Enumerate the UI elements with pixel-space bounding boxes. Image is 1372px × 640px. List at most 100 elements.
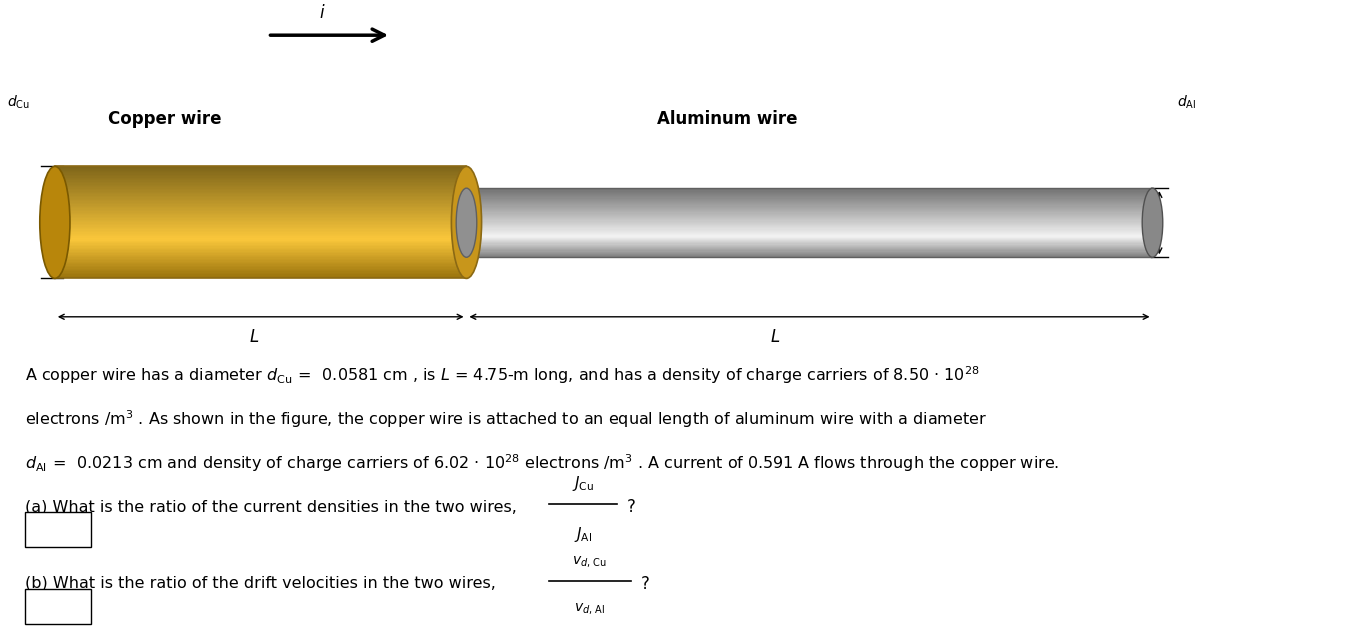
Bar bbox=[466, 207, 1152, 209]
Bar bbox=[466, 197, 1152, 198]
Bar bbox=[55, 184, 466, 186]
Bar bbox=[55, 259, 466, 260]
Bar bbox=[55, 221, 466, 223]
Bar bbox=[466, 250, 1152, 252]
Bar bbox=[55, 256, 466, 257]
Bar bbox=[55, 211, 466, 212]
Bar bbox=[466, 190, 1152, 191]
Bar bbox=[55, 177, 466, 179]
Bar bbox=[55, 197, 466, 198]
Text: (a) What is the ratio of the current densities in the two wires,: (a) What is the ratio of the current den… bbox=[25, 499, 517, 514]
Bar bbox=[55, 235, 466, 236]
Bar bbox=[466, 255, 1152, 256]
Bar bbox=[55, 252, 466, 253]
Bar bbox=[55, 193, 466, 195]
Bar bbox=[466, 230, 1152, 232]
Bar bbox=[55, 195, 466, 197]
Text: $L$: $L$ bbox=[770, 328, 781, 346]
Bar bbox=[55, 269, 466, 271]
Bar bbox=[55, 212, 466, 214]
Bar bbox=[55, 260, 466, 262]
Bar bbox=[55, 200, 466, 202]
Text: $J_{\mathrm{Al}}$: $J_{\mathrm{Al}}$ bbox=[573, 525, 593, 544]
Bar bbox=[466, 206, 1152, 208]
Bar bbox=[466, 232, 1152, 233]
Bar bbox=[55, 257, 466, 259]
Bar bbox=[55, 186, 466, 188]
Bar bbox=[55, 276, 466, 278]
Bar bbox=[466, 249, 1152, 250]
Bar bbox=[55, 268, 466, 270]
Bar bbox=[55, 204, 466, 205]
Bar bbox=[55, 261, 466, 263]
Bar bbox=[55, 169, 466, 171]
Bar bbox=[466, 202, 1152, 203]
Text: $d_{\mathrm{Cu}}$: $d_{\mathrm{Cu}}$ bbox=[7, 93, 30, 111]
Bar bbox=[466, 203, 1152, 204]
Bar bbox=[466, 211, 1152, 212]
Bar bbox=[55, 218, 466, 220]
Bar bbox=[466, 237, 1152, 239]
Text: $i$: $i$ bbox=[320, 4, 325, 22]
Text: $d_{\mathrm{Al}}\,=\,$ 0.0213 cm and density of charge carriers of 6.02 $\cdot$ : $d_{\mathrm{Al}}\,=\,$ 0.0213 cm and den… bbox=[25, 452, 1059, 474]
Bar bbox=[466, 243, 1152, 244]
Bar bbox=[466, 225, 1152, 226]
Bar bbox=[55, 236, 466, 238]
Text: $J_{\mathrm{Cu}}$: $J_{\mathrm{Cu}}$ bbox=[572, 474, 594, 493]
Bar bbox=[466, 239, 1152, 240]
Bar bbox=[55, 243, 466, 245]
Bar bbox=[466, 210, 1152, 211]
Bar bbox=[466, 227, 1152, 228]
Bar bbox=[466, 196, 1152, 197]
Bar bbox=[55, 170, 466, 172]
Bar bbox=[55, 168, 466, 169]
Bar bbox=[55, 166, 466, 278]
Bar bbox=[55, 266, 466, 268]
Bar bbox=[466, 223, 1152, 225]
Bar bbox=[55, 191, 466, 193]
Ellipse shape bbox=[451, 166, 482, 278]
Bar bbox=[466, 218, 1152, 220]
Bar bbox=[466, 233, 1152, 234]
Bar bbox=[466, 236, 1152, 237]
Bar bbox=[55, 183, 466, 184]
Bar bbox=[466, 229, 1152, 231]
Bar bbox=[55, 242, 466, 243]
Bar bbox=[55, 190, 466, 191]
Bar bbox=[55, 274, 466, 276]
Bar bbox=[466, 235, 1152, 237]
Bar bbox=[55, 229, 466, 231]
Bar bbox=[466, 246, 1152, 247]
Bar bbox=[55, 202, 466, 204]
Bar bbox=[55, 225, 466, 227]
Bar bbox=[466, 193, 1152, 194]
Bar bbox=[466, 220, 1152, 221]
Bar bbox=[466, 240, 1152, 241]
Text: ?: ? bbox=[627, 498, 635, 516]
Bar bbox=[466, 252, 1152, 253]
Bar bbox=[466, 228, 1152, 230]
Bar bbox=[55, 198, 466, 200]
Bar bbox=[466, 188, 1152, 189]
Bar bbox=[466, 223, 1152, 224]
Text: Copper wire: Copper wire bbox=[108, 110, 221, 128]
Bar bbox=[55, 244, 466, 246]
Text: electrons $/\mathrm{m}^3$ . As shown in the figure, the copper wire is attached : electrons $/\mathrm{m}^3$ . As shown in … bbox=[25, 408, 986, 430]
Bar bbox=[55, 240, 466, 242]
Text: $d_{\mathrm{Al}}$: $d_{\mathrm{Al}}$ bbox=[1177, 93, 1196, 111]
Bar bbox=[55, 237, 466, 239]
Text: $v_{d,\,\mathrm{Al}}$: $v_{d,\,\mathrm{Al}}$ bbox=[575, 602, 605, 616]
Bar bbox=[466, 221, 1152, 223]
Bar bbox=[466, 188, 1152, 257]
Bar bbox=[466, 205, 1152, 207]
Bar bbox=[55, 180, 466, 182]
Bar bbox=[466, 214, 1152, 216]
Text: Aluminum wire: Aluminum wire bbox=[657, 110, 797, 128]
Bar bbox=[55, 246, 466, 248]
Bar bbox=[55, 175, 466, 176]
Bar bbox=[55, 187, 466, 189]
Bar bbox=[55, 182, 466, 183]
Bar bbox=[466, 198, 1152, 200]
Bar bbox=[55, 194, 466, 196]
Bar bbox=[55, 179, 466, 180]
